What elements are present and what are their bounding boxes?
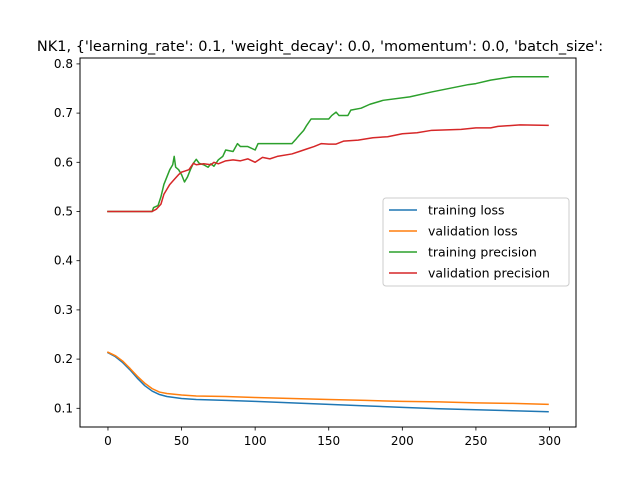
y-tick-label: 0.6 <box>54 155 73 169</box>
legend-label-validation-precision: validation precision <box>428 266 550 281</box>
legend-label-training-precision: training precision <box>428 245 537 260</box>
y-axis: 0.1 0.2 0.3 0.4 0.5 0.6 0.7 0.8 <box>54 57 80 415</box>
series-line-training-loss <box>106 351 549 413</box>
y-tick-label: 0.2 <box>54 352 73 366</box>
plot-frame <box>79 57 577 428</box>
x-tick-label: 300 <box>538 434 561 448</box>
y-tick-label: 0.8 <box>54 57 73 71</box>
x-tick-label: 100 <box>244 434 267 448</box>
legend: training loss validation loss training pre… <box>382 197 570 287</box>
x-axis: 0 50 100 150 200 250 300 <box>104 427 561 448</box>
legend-box <box>382 197 570 287</box>
x-tick-label: 150 <box>317 434 340 448</box>
y-tick-label: 0.3 <box>54 303 73 317</box>
x-tick-label: 0 <box>104 434 112 448</box>
chart-title: NK1, {'learning_rate': 0.1, 'weight_deca… <box>37 39 603 55</box>
y-tick-label: 0.7 <box>54 106 73 120</box>
legend-label-training-loss: training loss <box>428 203 505 218</box>
series-layer <box>106 75 549 413</box>
y-tick-label: 0.5 <box>54 205 73 219</box>
y-tick-label: 0.4 <box>54 254 73 268</box>
series-line-validation-precision <box>107 124 549 213</box>
series-line-training-precision <box>107 75 549 213</box>
x-tick-label: 250 <box>464 434 487 448</box>
x-tick-label: 50 <box>174 434 189 448</box>
series-line-validation-loss <box>106 351 549 406</box>
legend-label-validation-loss: validation loss <box>428 224 518 239</box>
y-tick-label: 0.1 <box>54 401 73 415</box>
x-tick-label: 200 <box>391 434 414 448</box>
